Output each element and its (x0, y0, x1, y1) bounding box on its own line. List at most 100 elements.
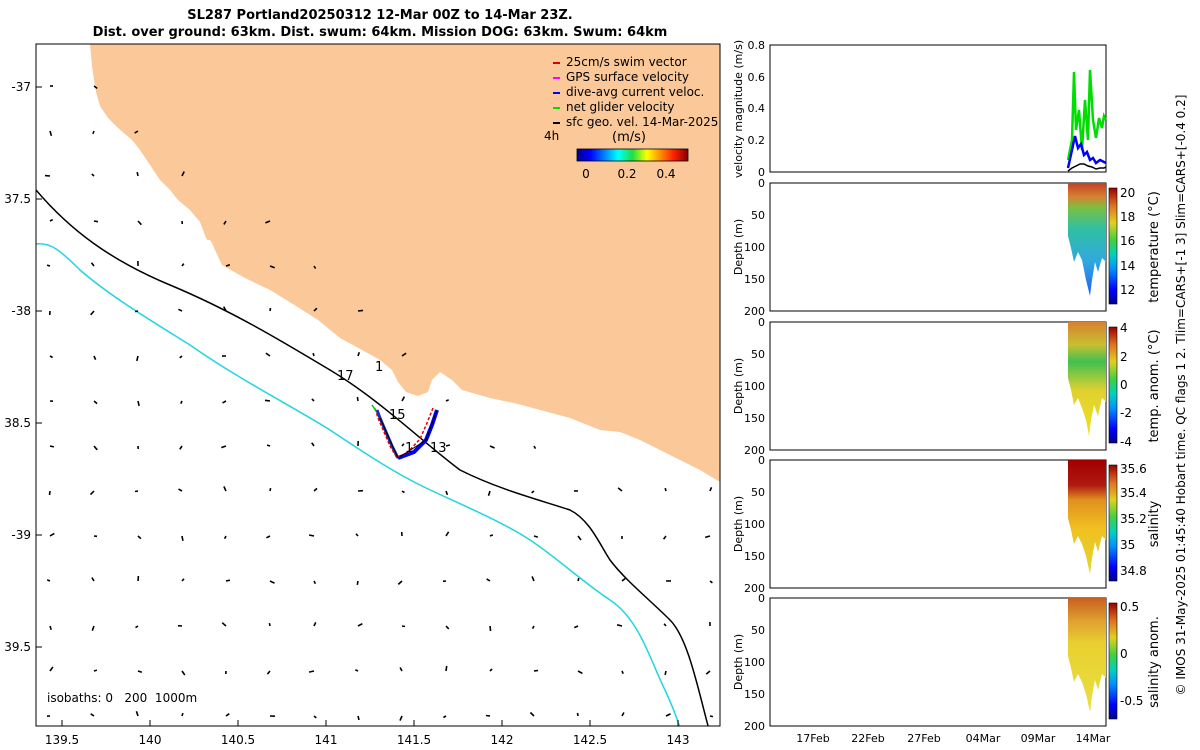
surface-velocity-arrow (223, 535, 227, 540)
surface-velocity-arrow (90, 713, 95, 717)
surface-velocity-arrow (181, 712, 184, 717)
surface-velocity-arrow (135, 711, 139, 717)
velocity-series (1066, 69, 1108, 172)
surface-velocity-arrow (93, 669, 98, 672)
salinity-colorbar (1108, 464, 1118, 582)
map-xtick-7: 142.5 (573, 733, 607, 747)
surface-velocity-arrow (90, 310, 95, 316)
series-sfc-geo (1067, 163, 1107, 172)
surface-velocity-arrow (135, 625, 139, 629)
depth-tick-label: 150 (744, 688, 765, 701)
surface-velocity-arrow (91, 173, 95, 177)
surface-velocity-arrow (533, 445, 537, 449)
salinity-ylabel: Depth (m) (732, 496, 745, 552)
surface-velocity-arrow (709, 486, 713, 492)
surface-velocity-arrow (311, 398, 315, 402)
map-xtick-4: 141 (315, 733, 338, 747)
surface-velocity-arrow (529, 711, 535, 717)
vel-ytick-08: 0.8 (748, 39, 766, 52)
surface-velocity-arrow (136, 355, 139, 362)
temp-anomaly-cbar-label: temp. anom. (°C) (1147, 329, 1162, 442)
temp-cbar-tick-18: 18 (1120, 210, 1135, 224)
map-ytick-3: -38 (11, 304, 31, 318)
time-tick-27feb: 27Feb (907, 732, 940, 745)
ta-cbar-tick-2: 2 (1120, 350, 1128, 364)
surface-velocity-arrow (90, 262, 95, 267)
velocity-panel-frame (769, 44, 1107, 173)
surface-velocity-arrow (709, 715, 714, 718)
surface-velocity-arrow (617, 487, 623, 492)
chart-title-line2: Dist. over ground: 63km. Dist. swum: 64k… (92, 25, 668, 40)
surface-velocity-arrow (401, 625, 406, 628)
surface-velocity-arrow (665, 713, 671, 717)
depth-tick-label: 50 (751, 209, 765, 222)
colorbar-tick-04: 0.4 (656, 167, 675, 181)
legend-dive-avg: dive-avg current veloc. (566, 85, 704, 99)
day-label-17: 17 (337, 369, 354, 384)
surface-velocity-arrow (134, 310, 139, 313)
temp-anomaly-colorbar (1108, 326, 1118, 444)
surface-velocity-arrow (264, 399, 271, 402)
series-dive-avg (1066, 135, 1107, 169)
surface-velocity-arrow (704, 535, 711, 539)
time-tick-14mar: 14Mar (1076, 732, 1111, 745)
surface-velocity-arrow (533, 669, 539, 672)
surface-velocity-arrow (445, 665, 448, 672)
surface-velocity-arrow (225, 264, 231, 267)
surface-velocity-arrow (181, 263, 185, 267)
surface-velocity-arrow (485, 714, 491, 717)
legend-swim-vector: 25cm/s swim vector (566, 55, 687, 69)
surface-velocity-arrow (269, 580, 275, 584)
surface-velocity-arrow (616, 624, 623, 627)
day-label-13: 13 (430, 441, 447, 456)
isobath-200m (36, 189, 709, 726)
surface-velocity-arrow (401, 490, 405, 494)
surface-velocity-arrow (91, 577, 95, 582)
map-xtick-6: 142 (491, 733, 514, 747)
time-tick-09mar: 09Mar (1021, 732, 1056, 745)
lake (202, 240, 216, 268)
surface-velocity-arrow (577, 670, 583, 675)
depth-tick-label: 150 (744, 273, 765, 286)
surface-velocity-arrow (445, 625, 450, 630)
map-ytick-5: -39 (11, 528, 31, 542)
surface-velocity-arrow (225, 713, 230, 717)
surface-velocity-arrow (313, 487, 318, 492)
surface-velocity-arrow (49, 445, 55, 448)
depth-tick-label: 200 (744, 305, 765, 318)
sa-cbar-tick-m05: -0.5 (1120, 694, 1143, 708)
colorbar-unit: (m/s) (612, 130, 646, 145)
depth-tick-label: 100 (744, 656, 765, 669)
salinity-section (1068, 460, 1106, 574)
ta-cbar-tick-4: 4 (1120, 321, 1128, 335)
surface-velocity-arrow (489, 668, 493, 672)
depth-tick-label: 50 (751, 348, 765, 361)
surface-velocity-arrow (445, 399, 450, 402)
surface-velocity-arrow (357, 715, 360, 721)
time-tick-17feb: 17Feb (796, 732, 829, 745)
surface-velocity-arrow (137, 400, 140, 407)
surface-velocity-arrow (313, 265, 317, 269)
depth-tick-label: 150 (744, 550, 765, 563)
surface-velocity-arrow (664, 670, 667, 676)
ta-cbar-tick-0: 0 (1120, 378, 1128, 392)
legend-interval: 4h (544, 129, 559, 143)
temp-anomaly-panel-frame (769, 321, 1107, 451)
surface-velocity-arrow (223, 220, 227, 225)
surface-velocity-arrow (221, 622, 227, 627)
temperature-colorbar (1108, 187, 1118, 305)
glider-track-red (374, 407, 434, 460)
legend-net-velocity: net glider velocity (566, 100, 674, 114)
surface-velocity-arrow (313, 622, 317, 627)
isobath-1000m (36, 242, 681, 726)
temp-cbar-tick-20: 20 (1120, 186, 1135, 200)
surface-velocity-arrow (313, 307, 318, 312)
temperature-panel-frame (769, 182, 1107, 312)
sal-cbar-tick-354: 35.4 (1120, 486, 1147, 500)
surface-velocity-arrow (489, 625, 492, 632)
surface-velocity-arrow (137, 670, 143, 674)
surface-velocity-arrow (489, 534, 494, 537)
surface-velocity-arrow (265, 352, 271, 357)
salinity-panel-frame (769, 459, 1107, 589)
